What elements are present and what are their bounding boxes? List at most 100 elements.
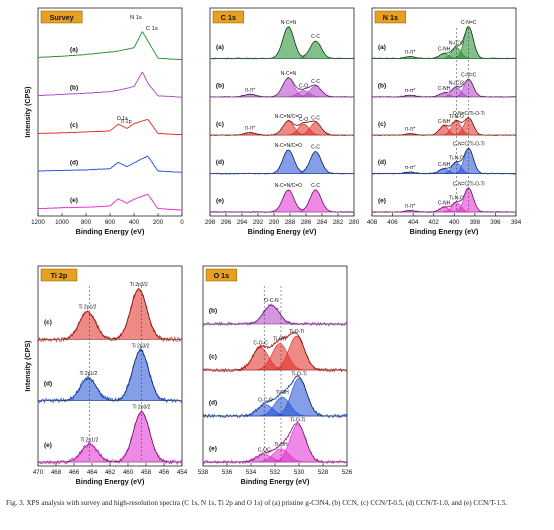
x-tick-label: 534 [246, 469, 257, 476]
series-label: (e) [378, 198, 386, 205]
peak-label: π-π* [405, 88, 416, 94]
panel-title: Survey [50, 13, 74, 22]
x-tick-label: 396 [490, 219, 501, 226]
peak-label-c1s: C 1s [146, 26, 158, 32]
x-tick-label: 394 [511, 219, 522, 226]
panel-title: N 1s [383, 13, 398, 22]
x-tick-label: 532 [270, 469, 281, 476]
peak-label: Ti 2p1/2 [79, 305, 97, 311]
figure-caption: Fig. 3. XPS analysis with survey and hig… [6, 499, 508, 507]
raw-spectrum-line [202, 420, 348, 465]
panel-title-box [40, 268, 78, 282]
x-tick-label: 600 [105, 219, 116, 226]
peak-label: O-C-O [258, 398, 273, 404]
peak-label-o1s: O 1s [117, 116, 128, 122]
fit-envelope-line [38, 288, 182, 340]
x-tick-label: 284 [317, 219, 328, 226]
series-label: (b) [378, 82, 386, 89]
survey-series-label: (a) [70, 47, 78, 54]
peak-label: π-π* [245, 126, 256, 132]
x-tick-label: 298 [205, 219, 216, 226]
survey-series-line [37, 155, 182, 173]
plot-frame [371, 7, 517, 217]
panel-survey: 1200 1000 800 600 400 200 0 Binding Energy (eV)… [23, 7, 184, 236]
x-axis-label: Binding Energy (eV) [410, 227, 479, 236]
x-tick-label: 462 [105, 469, 116, 476]
series-label: (c) [209, 354, 217, 361]
survey-series-label: (d) [70, 160, 78, 167]
peak-label: C-C [311, 145, 320, 151]
x-tick-label: 800 [81, 219, 92, 226]
peak-label: C-O [299, 84, 308, 90]
peak-label: Ti-OH [276, 390, 290, 396]
peak-label: Ti-O-Ti [289, 329, 304, 335]
peak-label: N-C=N [281, 71, 297, 77]
raw-spectrum-line [38, 410, 183, 466]
raw-spectrum-line [371, 187, 517, 214]
x-tick-label: 470 [33, 469, 44, 476]
series-label: (d) [378, 159, 386, 166]
survey-series-line [37, 119, 183, 136]
x-tick-label: 538 [198, 469, 209, 476]
raw-spectrum-line [202, 331, 348, 373]
peak-label: Ti-N-O [449, 156, 464, 162]
y-axis-label: Intensity (CPS) [23, 340, 32, 392]
fit-envelope-line [38, 411, 182, 463]
fit-peak-area [203, 343, 347, 371]
fit-peak-area [372, 207, 516, 213]
fit-peak-area [372, 92, 516, 98]
x-tick-label: 468 [51, 469, 62, 476]
x-axis-label: Binding Energy (eV) [241, 477, 310, 486]
peak-label: C-C [311, 116, 320, 122]
peak-label: π-π* [405, 50, 416, 56]
panel-title: C 1s [221, 13, 236, 22]
peak-label: C-NH [438, 200, 451, 206]
peak-label: N-C=N/C=O [275, 183, 302, 189]
peak-label: C-C [311, 34, 320, 40]
x-tick-label: 280 [349, 219, 360, 226]
x-tick-label: 400 [129, 219, 140, 226]
panel-title-box [40, 10, 83, 24]
peak-label: π-π* [405, 203, 416, 209]
x-tick-label: 296 [221, 219, 232, 226]
panel-ti2p: 470 468 466 464 462 460 458 456 454 Binding Energ… [23, 265, 188, 486]
x-tick-label: 458 [141, 469, 152, 476]
x-tick-label: 0 [180, 219, 184, 226]
fit-peak-area [38, 311, 182, 340]
panel-c1s: 298 296 294 292 290 288 286 284 282 280 Binding En… [205, 7, 360, 236]
peak-label: Ti 2p3/2 [130, 282, 148, 288]
x-tick-label: 464 [87, 469, 98, 476]
series-label: (c) [216, 121, 224, 128]
peak-label: O-C-N [264, 298, 279, 304]
peak-label: C-N=C [461, 20, 477, 26]
series-label: (d) [44, 381, 52, 388]
x-tick-label: 456 [159, 469, 170, 476]
x-tick-label: 402 [429, 219, 440, 226]
peak-label: N-C=N [281, 20, 297, 26]
x-axis-label: Binding Energy (eV) [76, 477, 145, 486]
survey-series-line [38, 31, 183, 61]
survey-series-label: (c) [70, 122, 78, 129]
peak-label: π-π* [405, 127, 416, 133]
x-tick-label: 460 [123, 469, 134, 476]
peak-label: N-(C)3 [449, 40, 464, 46]
x-tick-label: 288 [285, 219, 296, 226]
series-label: (b) [209, 308, 217, 315]
peak-label: C-C [311, 183, 320, 189]
fit-peak-area [38, 288, 182, 340]
panel-title: O 1s [214, 271, 230, 280]
plot-frame [37, 7, 183, 217]
series-label: (e) [209, 446, 217, 453]
peak-label: N-(C)3 [449, 80, 464, 86]
peak-label: Ti 2p1/2 [79, 371, 97, 377]
x-tick-label: 406 [387, 219, 398, 226]
fit-envelope-line [38, 350, 182, 401]
panel-title: Ti 2p [51, 271, 68, 280]
x-tick-label: 404 [408, 219, 419, 226]
x-tick-label: 400 [449, 219, 460, 226]
x-axis-label: Binding Energy (eV) [248, 227, 317, 236]
series-label: (d) [216, 159, 224, 166]
x-tick-label: 530 [294, 469, 305, 476]
panel-o1s: 538 536 534 532 530 528 526 Binding Energy (eV)… [198, 265, 353, 486]
